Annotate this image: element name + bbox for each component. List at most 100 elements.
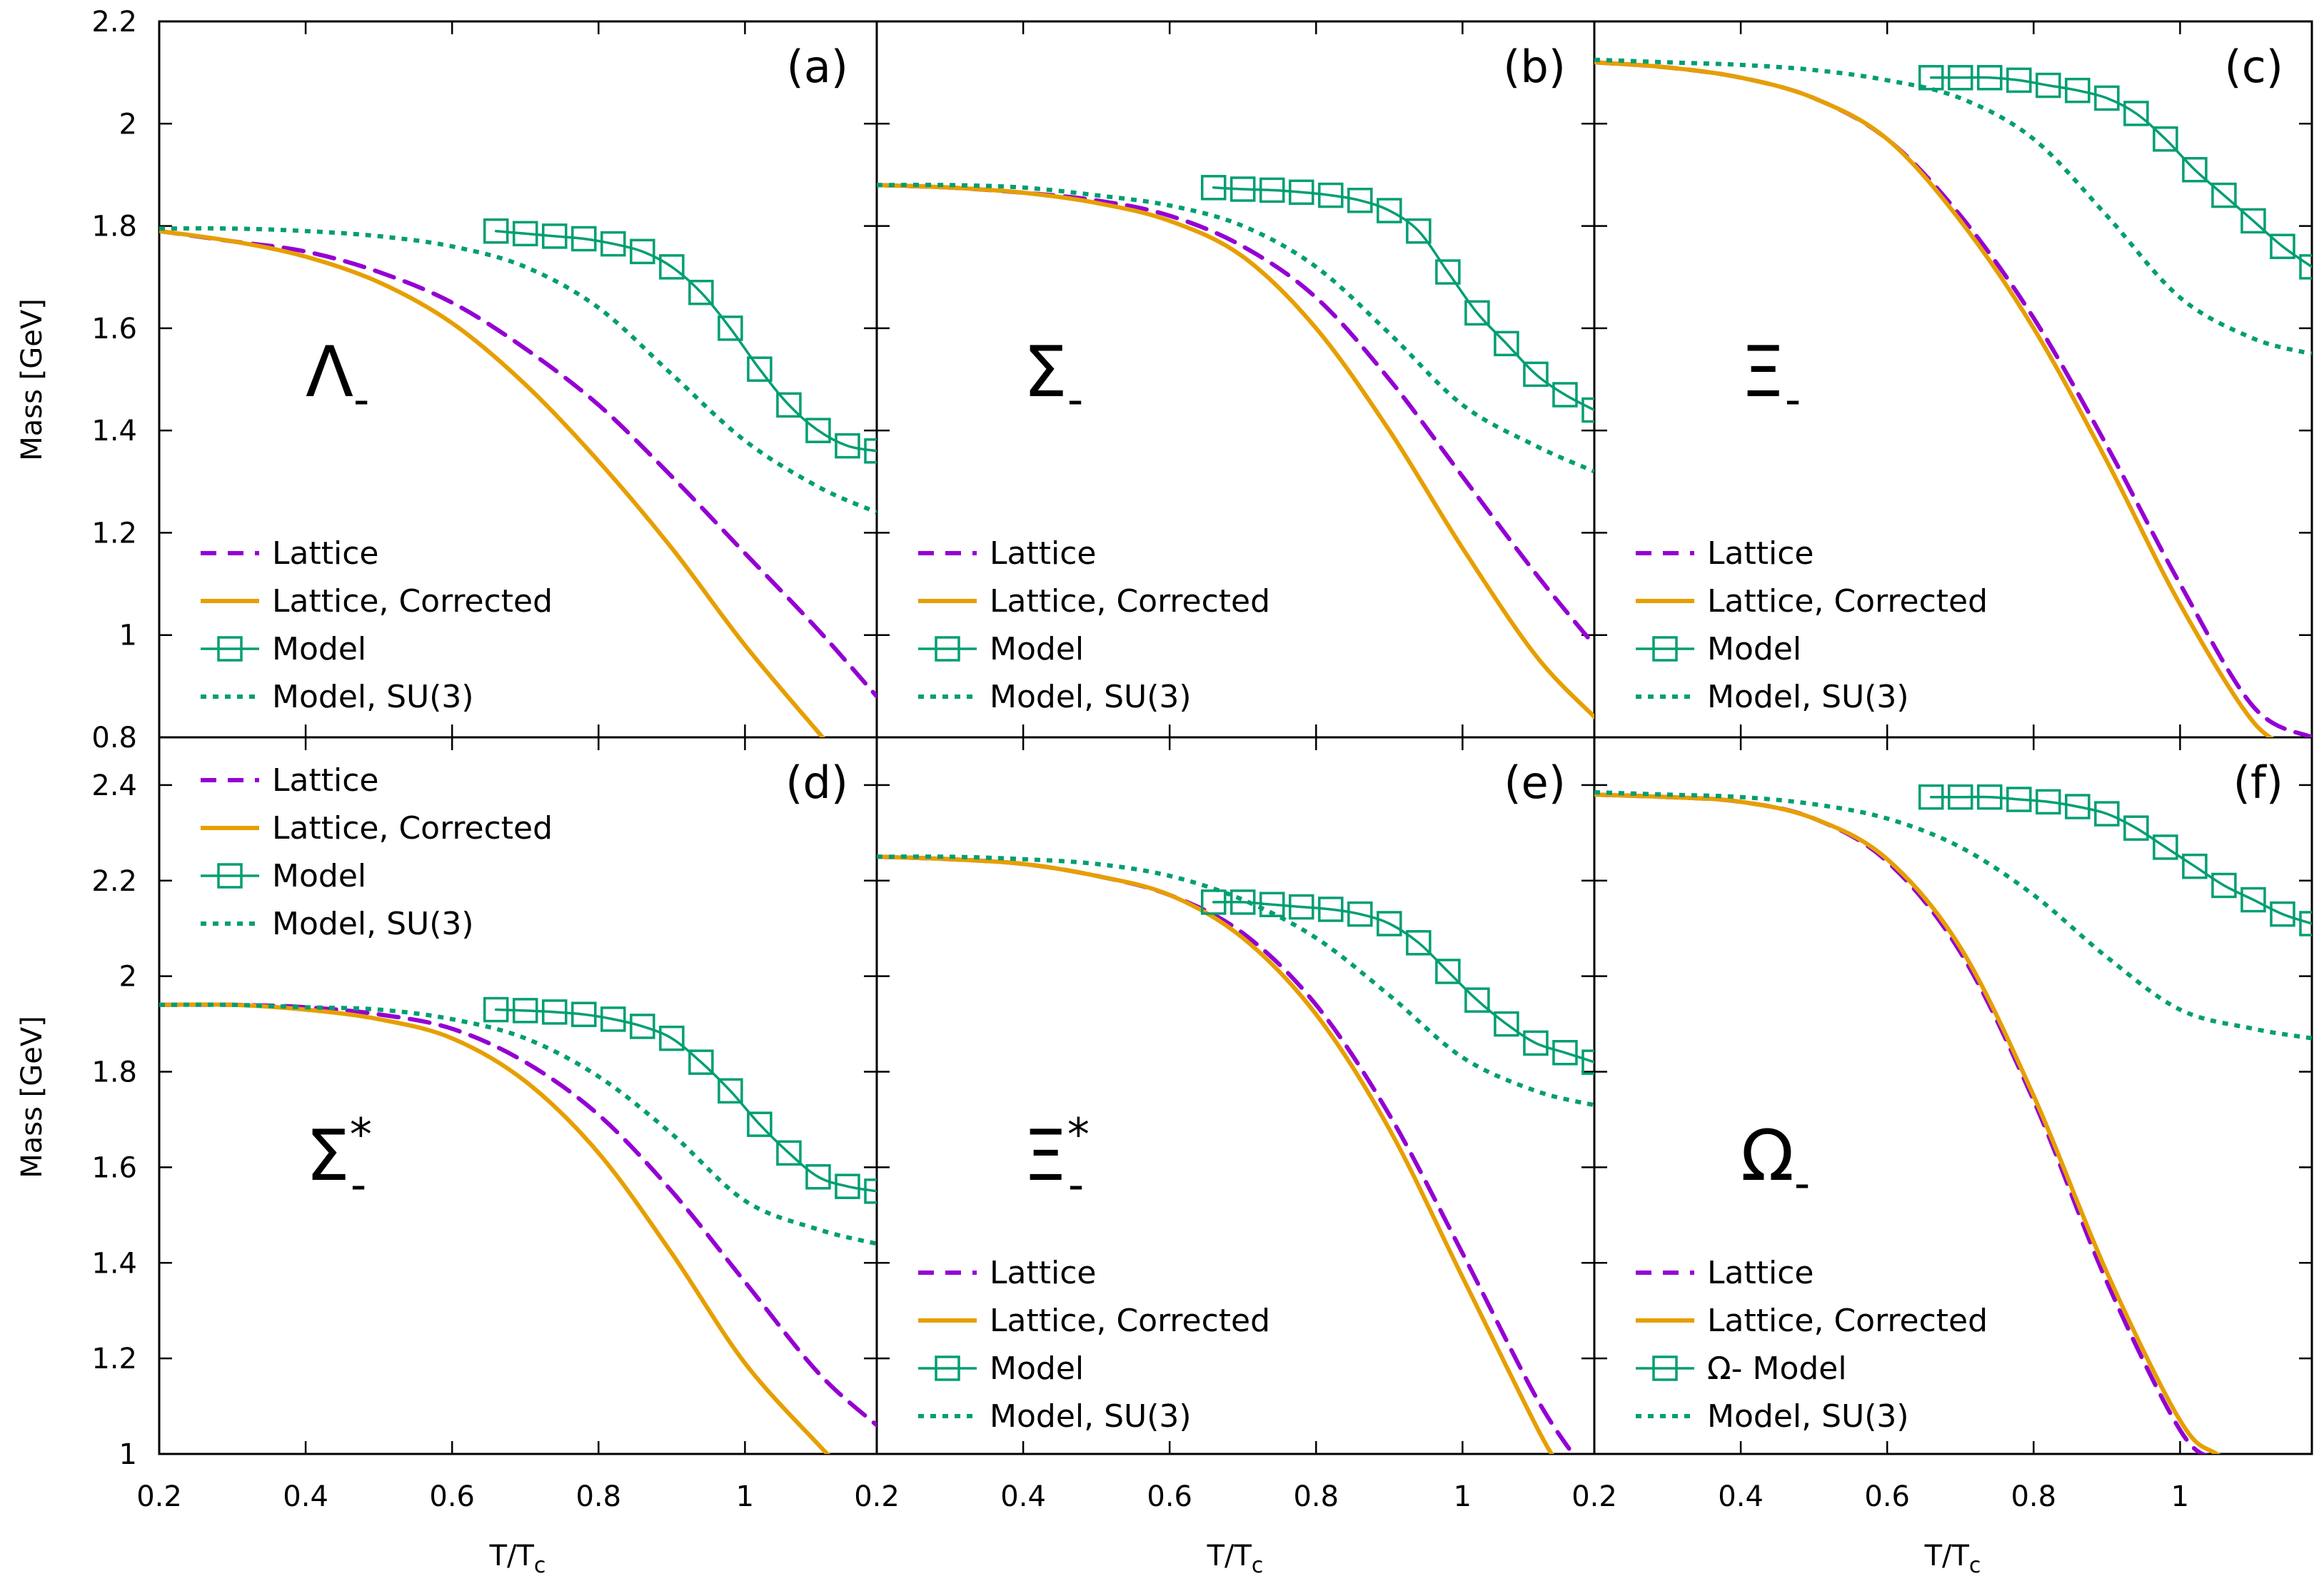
model-point-marker [1948, 65, 1973, 91]
model-point-marker [1581, 1049, 1594, 1075]
panel-letter: (d) [785, 757, 848, 809]
series-layer [159, 57, 2312, 1454]
legend-label: Lattice [272, 762, 378, 799]
legend-label: Model [990, 631, 1084, 667]
series-line-model [1929, 795, 2312, 925]
model-point-marker [864, 438, 877, 464]
x-tick-label: 0.8 [575, 1480, 621, 1513]
x-tick-label: 0.8 [2011, 1480, 2056, 1513]
xlabel-col3: T/Tc [1924, 1540, 1981, 1578]
particle-label: Ω- [1741, 1116, 1810, 1209]
model-point-marker [805, 418, 831, 443]
legend-label: Lattice, Corrected [272, 810, 553, 847]
particle-symbol: Ω [1741, 1116, 1794, 1197]
particle-symbol: Ξ [1023, 1116, 1067, 1197]
y-tick-label: 1 [119, 1438, 137, 1471]
model-point-marker [1406, 930, 1432, 956]
series-line-lattice-corrected [159, 1002, 831, 1454]
y-tick-label: 1.4 [91, 1247, 137, 1280]
x-tick-label: 0.2 [854, 1480, 900, 1513]
legend-label: Lattice, Corrected [990, 583, 1270, 620]
series-line-model [1212, 900, 1594, 1064]
particle-symbol: Σ [306, 1116, 350, 1197]
series-line-model-su-3- [1594, 57, 2312, 356]
model-point-marker [513, 221, 538, 247]
particle-label: Σ- [1023, 332, 1083, 425]
model-point-marker [2182, 157, 2208, 183]
model-point-marker [2270, 901, 2295, 927]
model-point-marker [1977, 784, 2003, 810]
panel-labels: (a)Λ-(b)Σ-(c)Ξ-(d)Σ* -(e)Ξ* -(f)Ω- [306, 41, 2283, 1211]
legend-label: Lattice [990, 1255, 1096, 1291]
ylabel-top: Mass [GeV] [16, 298, 49, 461]
model-point-marker [2240, 208, 2266, 234]
model-point-marker [2299, 254, 2312, 280]
model-point-marker [718, 315, 743, 341]
particle-label: Ξ- [1741, 332, 1801, 425]
legend-marker [1652, 1355, 1678, 1381]
panel-letter: (b) [1503, 41, 1566, 93]
model-point-marker [776, 1140, 802, 1166]
x-tick-label: 0.6 [1864, 1480, 1910, 1513]
model-point-marker [1523, 361, 1549, 388]
model-point-marker [2299, 911, 2312, 936]
legend-label: Lattice [1707, 1255, 1814, 1291]
panel-series-c [1594, 57, 2312, 737]
x-tick-label: 0.2 [136, 1480, 182, 1513]
legend-marker [1652, 636, 1678, 662]
series-line-lattice-corrected [877, 854, 1554, 1454]
x-tick-label: 0.4 [1718, 1480, 1764, 1513]
model-point-marker [2270, 233, 2295, 259]
model-point-marker [1347, 901, 1373, 927]
particle-subscript: - [1067, 373, 1083, 425]
panel-series-e [877, 854, 1594, 1454]
legend-b: Lattice Lattice, Corrected Model Model, SU(… [918, 535, 1270, 715]
model-point-marker [2065, 77, 2091, 103]
panel-letter: (f) [2233, 757, 2283, 809]
model-point-marker [747, 1111, 773, 1137]
model-point-marker [1230, 889, 1256, 915]
particle-subscript: - [1794, 1157, 1810, 1209]
series-line-lattice [1594, 60, 2312, 737]
model-point-marker [2065, 794, 2091, 819]
panel-series-f [1594, 784, 2312, 1454]
legend-marker [935, 636, 960, 662]
model-point-marker [2153, 126, 2178, 152]
legend-label: Lattice [990, 535, 1096, 572]
panel-letter: (a) [787, 41, 848, 93]
model-point-marker [1523, 1030, 1549, 1056]
series-line-model [494, 229, 877, 453]
model-point-marker [483, 218, 509, 244]
model-point-marker [1259, 177, 1285, 203]
y-tick-label: 2 [119, 961, 137, 994]
legend-f: Lattice Lattice, Corrected Ω- Model Model, … [1636, 1255, 1988, 1435]
ylabel-bottom: Mass [GeV] [16, 1016, 49, 1178]
y-tick-label: 1.2 [91, 1343, 137, 1375]
legend-label: Model, SU(3) [990, 1398, 1192, 1435]
x-tick-label: 1 [2171, 1480, 2189, 1513]
y-tick-label: 2.2 [91, 6, 137, 39]
model-point-marker [2240, 887, 2266, 913]
x-tick-label: 0.4 [283, 1480, 328, 1513]
model-point-marker [630, 238, 655, 265]
model-point-marker [2094, 85, 2120, 111]
legend-c: Lattice Lattice, Corrected Model Model, SU(… [1636, 535, 1988, 715]
x-tick-label: 0.2 [1571, 1480, 1617, 1513]
y-tick-label: 2 [119, 108, 137, 141]
y-tick-label: 2.2 [91, 865, 137, 898]
model-point-marker [2036, 789, 2061, 815]
model-point-marker [805, 1164, 831, 1190]
legend-label: Lattice, Corrected [990, 1303, 1270, 1339]
model-point-marker [1259, 892, 1285, 918]
particle-subscript: - [1068, 1158, 1084, 1211]
model-point-marker [659, 1025, 685, 1051]
series-line-lattice-corrected [1594, 60, 2275, 737]
model-point-marker [1464, 987, 1490, 1013]
particle-symbol: Λ [306, 332, 353, 413]
legend-label: Model, SU(3) [1707, 679, 1909, 715]
legend-e: Lattice Lattice, Corrected Model Model, SU(… [918, 1255, 1270, 1435]
model-point-marker [1289, 179, 1314, 206]
model-point-marker [2006, 787, 2032, 812]
legend-marker [217, 863, 243, 889]
series-line-model [1212, 186, 1594, 412]
